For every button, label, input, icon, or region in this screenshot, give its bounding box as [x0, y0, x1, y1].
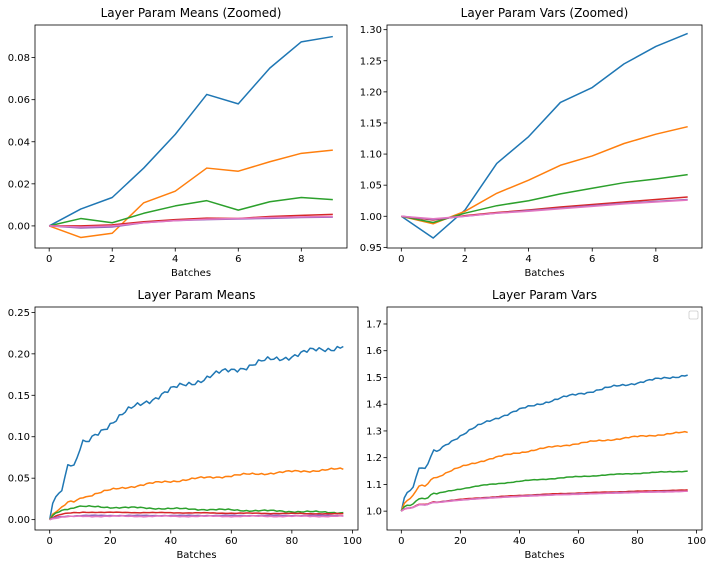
- chart-panel-1: Layer Param Means (Zoomed) 0 2 4 6 8 0.00 0.02 0…: [8, 6, 348, 279]
- chart-title: Layer Param Vars: [492, 288, 597, 302]
- y-tick-label: 1.15: [360, 118, 382, 129]
- y-tick-label: 1.30: [360, 25, 382, 36]
- series-line-2: [48, 149, 333, 239]
- x-tick-label: 0: [398, 254, 404, 265]
- plot-frame: [34, 306, 359, 531]
- y-tick-label: 0.06: [8, 95, 30, 106]
- x-axis-label: Batches: [524, 550, 564, 561]
- x-tick-label: 20: [454, 536, 467, 547]
- x-tick-label: 0: [46, 254, 52, 265]
- x-tick-label: 60: [572, 536, 585, 547]
- plot-frame: [386, 24, 703, 249]
- series-line-6: [401, 199, 688, 220]
- x-tick-label: 6: [235, 254, 241, 265]
- y-tick-label: 0.08: [8, 53, 30, 64]
- plot-frame: [386, 306, 703, 531]
- y-tick-label: 1.1: [366, 480, 382, 491]
- y-tick-label: 0.00: [8, 221, 30, 232]
- x-tick-label: 40: [164, 536, 177, 547]
- y-tick-label: 1.6: [366, 346, 382, 357]
- series-line-3: [49, 505, 344, 521]
- series-line-3: [49, 196, 333, 227]
- x-tick-label: 0: [46, 536, 52, 547]
- y-tick-label: 0.15: [8, 391, 30, 402]
- series-line-1: [48, 345, 344, 520]
- x-tick-label: 8: [298, 254, 304, 265]
- x-tick-label: 100: [687, 536, 706, 547]
- y-tick-label: 0.25: [8, 308, 30, 319]
- x-tick-label: 100: [343, 536, 362, 547]
- legend-box: [688, 310, 699, 320]
- series-group: [48, 35, 333, 239]
- series-line-6: [49, 215, 333, 228]
- series-line-4: [49, 213, 333, 227]
- y-tick-label: 1.00: [360, 212, 382, 223]
- y-tick-label: 0.05: [8, 474, 30, 485]
- series-line-4: [401, 196, 688, 221]
- y-tick-label: 0.00: [8, 515, 30, 526]
- x-tick-label: 2: [109, 254, 115, 265]
- y-tick-label: 0.95: [360, 243, 382, 254]
- y-tick-label: 0.02: [8, 179, 30, 190]
- y-tick-label: 1.25: [360, 56, 382, 67]
- series-group: [400, 32, 688, 239]
- x-tick-label: 60: [225, 536, 238, 547]
- y-tick-label: 0.04: [8, 137, 30, 148]
- series-line-6: [49, 515, 344, 521]
- y-tick-label: 1.20: [360, 87, 382, 98]
- x-tick-label: 0: [398, 536, 404, 547]
- x-tick-label: 80: [631, 536, 644, 547]
- x-tick-label: 40: [513, 536, 526, 547]
- chart-title: Layer Param Vars (Zoomed): [461, 6, 629, 20]
- x-axis-label: Batches: [524, 268, 564, 279]
- chart-panel-4: Layer Param Vars 0 20 40 60 80 100 1.0 1.1 1.2 1.3…: [366, 288, 706, 561]
- series-line-4: [49, 511, 344, 521]
- y-tick-label: 0.20: [8, 349, 30, 360]
- chart-panel-3: Layer Param Means 0 20 40 60 80 100 0.00 0.05 0.1…: [8, 288, 362, 561]
- y-tick-label: 1.5: [366, 373, 382, 384]
- series-line-1: [400, 32, 688, 239]
- series-line-2: [49, 467, 344, 521]
- x-tick-label: 8: [653, 254, 659, 265]
- x-axis-label: Batches: [176, 550, 216, 561]
- y-tick-label: 1.3: [366, 426, 382, 437]
- series-line-6: [400, 490, 688, 512]
- x-tick-label: 4: [172, 254, 178, 265]
- x-tick-label: 6: [589, 254, 595, 265]
- x-tick-label: 4: [525, 254, 531, 265]
- series-line-4: [400, 489, 688, 512]
- series-group: [48, 345, 344, 521]
- x-tick-label: 2: [462, 254, 468, 265]
- plot-frame: [34, 24, 348, 249]
- chart-panel-2: Layer Param Vars (Zoomed) 0 2 4 6 8 0.95 1.00 1.…: [360, 6, 703, 279]
- chart-title: Layer Param Means (Zoomed): [101, 6, 282, 20]
- series-line-1: [48, 35, 333, 227]
- series-group: [400, 374, 688, 512]
- y-tick-label: 1.7: [366, 319, 382, 330]
- series-line-1: [400, 374, 688, 512]
- x-axis-label: Batches: [171, 268, 211, 279]
- y-tick-label: 1.10: [360, 150, 382, 161]
- x-tick-label: 80: [285, 536, 298, 547]
- series-line-3: [400, 470, 688, 512]
- y-tick-label: 1.05: [360, 181, 382, 192]
- y-tick-label: 1.2: [366, 453, 382, 464]
- y-tick-label: 0.10: [8, 432, 30, 443]
- chart-title: Layer Param Means: [137, 288, 255, 302]
- series-line-3: [401, 173, 688, 224]
- series-line-2: [400, 430, 688, 512]
- x-tick-label: 20: [104, 536, 117, 547]
- y-tick-label: 1.0: [366, 507, 382, 518]
- y-tick-label: 1.4: [366, 400, 382, 411]
